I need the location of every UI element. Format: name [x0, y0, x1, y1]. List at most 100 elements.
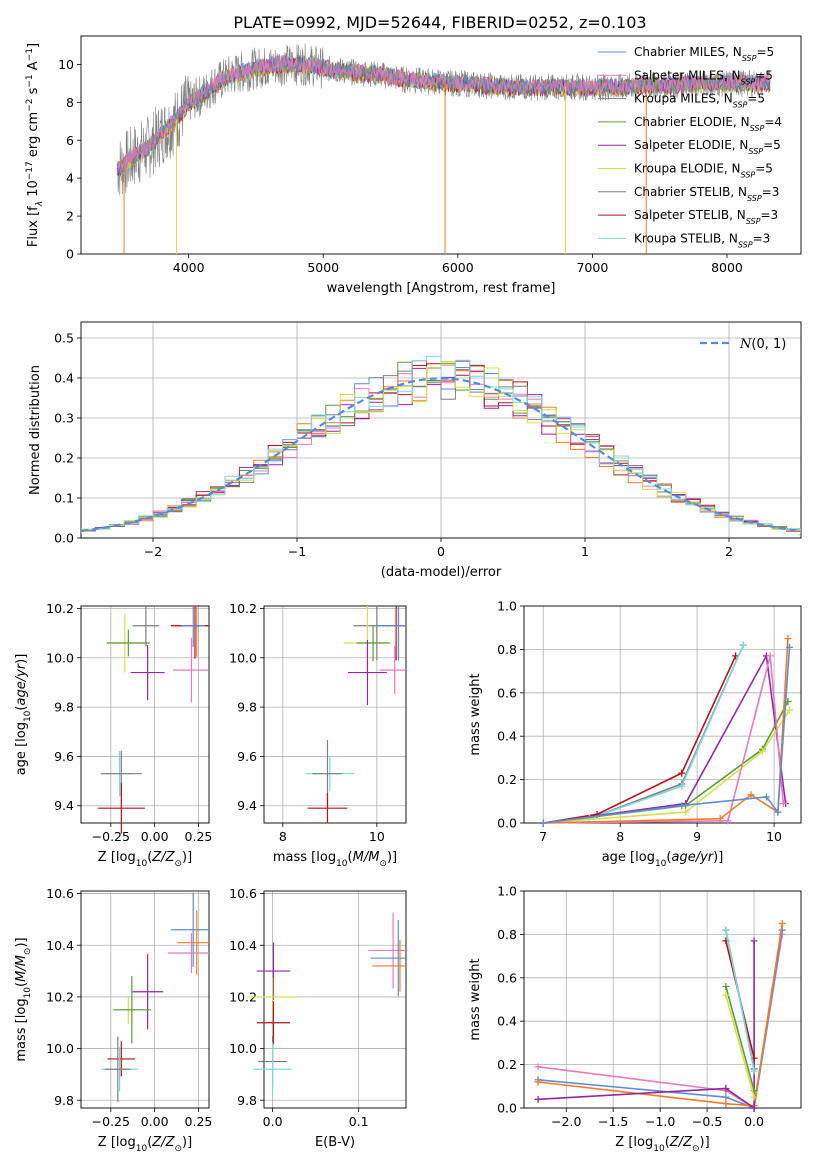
label-part: mass weight [468, 673, 483, 755]
y-tick-label: 0.0 [497, 1101, 517, 1116]
label-part: ⊙ [23, 948, 33, 956]
points-mass-vs-EBV [247, 912, 406, 1096]
label-part: log [14, 722, 29, 742]
data-point-marker [722, 1093, 730, 1101]
plot-frame [80, 605, 210, 824]
label-part: 10 [26, 180, 41, 201]
mass-weight-series-cyan [543, 644, 745, 824]
label-part: ( [348, 850, 353, 865]
label-part: 10 [136, 1144, 148, 1154]
label-part: N [738, 185, 747, 199]
lines-massweight-vs-Z [534, 920, 786, 1112]
label-part: age/yr [14, 662, 29, 705]
y-axis-label: Flux [fλ 10−17 erg cm−2 s−1 A−1] [25, 43, 45, 247]
label-part: 10 [23, 710, 33, 722]
label-part: =3 [753, 231, 771, 245]
label-part: SSP [741, 77, 756, 86]
data-point-marker [722, 926, 730, 934]
label-part: =5 [756, 45, 774, 59]
label-part: Z/Z [151, 1135, 175, 1150]
x-tick-label: 10 [766, 829, 782, 844]
x-axis-label-text: E(B-V) [315, 1135, 355, 1150]
label-part: −1 [25, 48, 35, 61]
spectrum-lines [116, 43, 771, 254]
label-part: ] [26, 43, 41, 48]
label-part: N [737, 208, 746, 222]
y-tick-label: 8 [66, 95, 74, 110]
x-tick-label: 7000 [576, 260, 608, 275]
label-part: λ [35, 201, 45, 207]
y-axis-label: age [log10(age/yr)] [14, 654, 33, 776]
data-point-marker [785, 706, 793, 714]
points-age-vs-mass [305, 606, 406, 824]
y-tick-label: 0.4 [497, 1014, 517, 1029]
x-tick-label: −2.0 [551, 1114, 581, 1129]
axes-mass-vs-EBV: 0.0 0.1 9.8 10.0 10.2 10.4 10.6 [229, 886, 407, 1129]
data-point-marker [534, 1078, 542, 1086]
label-part: 10 [336, 859, 348, 869]
plot-frame [263, 890, 407, 1109]
legend-label: Salpeter ELODIE, NSSP=5 [634, 138, 781, 156]
label-part: Salpeter ELODIE, [634, 138, 739, 152]
plot-frame [263, 605, 407, 824]
y-tick-label: 0.0 [54, 531, 74, 546]
mass-weight-series-cyan [725, 929, 755, 1072]
x-tick-label: 8 [279, 829, 287, 844]
x-tick-label: 0.25 [185, 1114, 213, 1129]
label-part: wavelength [Angstrom, rest frame] [327, 281, 556, 296]
x-tick-label: 8 [616, 829, 624, 844]
label-part: Chabrier MILES, [634, 45, 733, 59]
y-tick-label: 9.8 [54, 700, 74, 715]
y-tick-label: 9.8 [237, 700, 257, 715]
data-point-marker [747, 791, 755, 799]
label-part: ⊙ [692, 1144, 700, 1154]
label-part: −1 [25, 74, 35, 87]
label-part: −17 [25, 161, 35, 180]
label-part: log [316, 850, 336, 865]
label-part: =5 [763, 138, 781, 152]
y-tick-label: 10.2 [229, 989, 257, 1004]
label-part: ( [147, 1135, 152, 1150]
x-tick-label: 4000 [173, 260, 205, 275]
x-axis-label: age [log10(age/yr)] [602, 850, 724, 869]
data-point-marker [762, 793, 770, 801]
x-tick-label: 9 [693, 829, 701, 844]
label-part: =3 [762, 185, 780, 199]
label-part: N [739, 337, 752, 352]
y-tick-label: 0.8 [497, 927, 517, 942]
label-part: (data-model)/error [381, 565, 502, 580]
label-part: ) [14, 659, 29, 664]
label-part: N [729, 231, 738, 245]
x-tick-label: −0.5 [692, 1114, 722, 1129]
label-part: Z [ [98, 850, 116, 865]
y-tick-label: 0.2 [54, 451, 74, 466]
y-tick-label: 0 [66, 247, 74, 262]
x-axis-label: Z [log10(Z/Z⊙)] [98, 850, 192, 869]
y-tick-label: 0.4 [54, 371, 74, 386]
y-axis-label: Normed distribution [28, 365, 43, 495]
x-tick-label: 6000 [442, 260, 474, 275]
label-part: ( [666, 850, 671, 865]
label-part: ( [147, 850, 152, 865]
mass-weight-series-green [725, 986, 755, 1091]
plot-frame [80, 890, 210, 1109]
label-part: N [741, 115, 750, 129]
axes-residuals: −2 −1 0 1 2 0.0 0.1 0.2 0.3 0.4 0.5 [54, 321, 802, 559]
data-point-marker [534, 1095, 542, 1103]
x-tick-label: 2 [725, 544, 733, 559]
x-tick-label: 0.00 [141, 829, 169, 844]
y-tick-label: 10.2 [46, 989, 74, 1004]
x-tick-label: 0.0 [263, 1114, 283, 1129]
label-part: log [14, 998, 29, 1018]
label-part: SSP [748, 147, 763, 156]
label-part: Kroupa STELIB, [634, 231, 729, 245]
data-point-marker [750, 1104, 758, 1112]
y-tick-label: 10.4 [229, 938, 257, 953]
plot-frame [523, 890, 802, 1109]
x-tick-label: 5000 [307, 260, 339, 275]
data-point-marker [716, 815, 724, 823]
data-point-marker [682, 808, 690, 816]
y-axis-label: mass weight [468, 673, 483, 755]
data-point-marker [534, 1063, 542, 1071]
points-mass-vs-Z [101, 892, 209, 1103]
